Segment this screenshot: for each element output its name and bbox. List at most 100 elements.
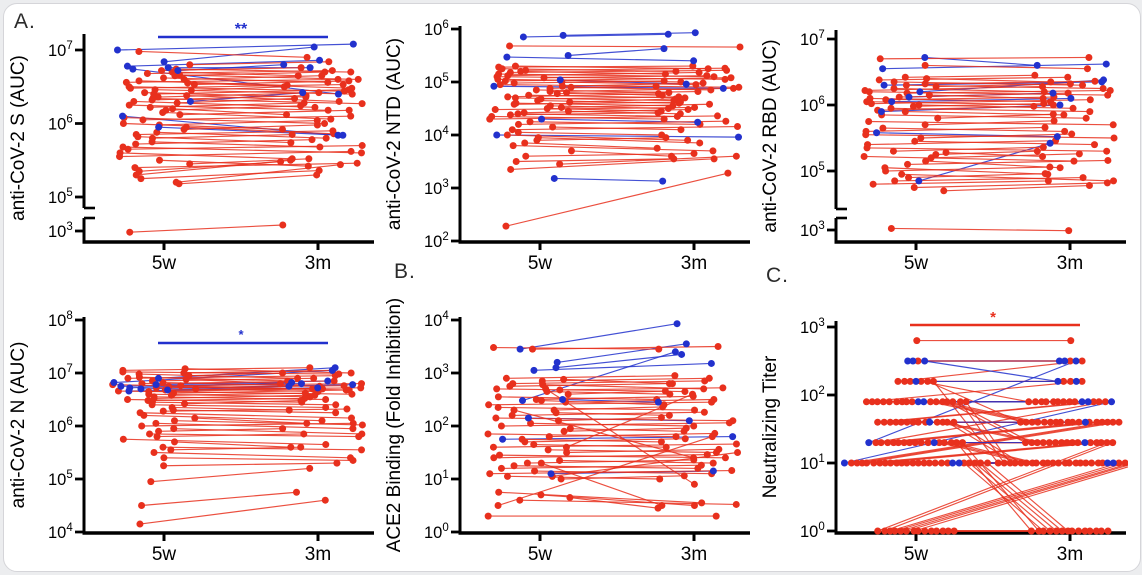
data-point xyxy=(704,451,711,458)
x-tick-label: 5w xyxy=(528,544,553,565)
data-point xyxy=(1039,83,1046,90)
data-point xyxy=(1055,460,1062,467)
data-point xyxy=(149,96,156,103)
data-point xyxy=(521,438,528,445)
data-point xyxy=(1050,111,1057,118)
data-point xyxy=(909,398,916,405)
data-point xyxy=(1047,78,1054,85)
data-point xyxy=(949,398,956,405)
data-point xyxy=(915,419,922,426)
data-point xyxy=(1067,337,1074,344)
data-point xyxy=(1104,179,1111,186)
data-point xyxy=(183,376,190,383)
data-point xyxy=(728,467,735,474)
data-point xyxy=(117,383,124,390)
data-point xyxy=(514,110,521,117)
data-point xyxy=(720,85,727,92)
data-point xyxy=(547,88,554,95)
x-tick-label: 5w xyxy=(904,544,929,565)
data-point xyxy=(503,375,510,382)
y-axis-label: anti-CoV-2 RBD (AUC) xyxy=(760,39,781,232)
data-point xyxy=(1011,460,1018,467)
data-point xyxy=(933,398,940,405)
data-point xyxy=(556,386,563,393)
data-point xyxy=(350,41,357,48)
data-point xyxy=(1069,419,1076,426)
data-point xyxy=(691,407,698,414)
data-point xyxy=(1034,148,1041,155)
data-point xyxy=(110,379,117,386)
pair-line xyxy=(557,344,686,363)
data-point xyxy=(149,401,156,408)
data-point xyxy=(517,346,524,353)
data-point xyxy=(558,104,565,111)
data-point xyxy=(568,84,575,91)
data-point xyxy=(691,150,698,157)
data-point xyxy=(880,398,887,405)
significance-label: * xyxy=(990,309,996,326)
data-point xyxy=(701,377,708,384)
data-point xyxy=(1086,108,1093,115)
data-point xyxy=(881,419,888,426)
data-point xyxy=(507,111,514,118)
data-point xyxy=(690,57,697,64)
data-point xyxy=(1067,95,1074,102)
y-tick-label: 100 xyxy=(800,521,825,541)
y-axis-label: ACE2 Binding (Fold Inhibition) xyxy=(384,298,405,553)
data-point xyxy=(158,67,165,74)
data-point xyxy=(325,107,332,114)
pair-line xyxy=(880,57,1089,58)
data-point xyxy=(913,337,920,344)
data-point xyxy=(503,54,510,61)
data-point xyxy=(1039,153,1046,160)
data-point xyxy=(525,415,532,422)
data-point xyxy=(537,491,544,498)
data-point xyxy=(724,170,731,177)
data-point xyxy=(709,433,716,440)
data-point xyxy=(493,385,500,392)
data-point xyxy=(672,68,679,75)
data-point xyxy=(1023,419,1030,426)
data-point xyxy=(862,131,869,138)
data-point xyxy=(722,118,729,125)
x-tick-label: 5w xyxy=(152,253,177,274)
data-point xyxy=(931,439,938,446)
data-point xyxy=(565,52,572,59)
pair-line xyxy=(890,463,1119,531)
data-point xyxy=(279,222,286,229)
pair-line xyxy=(925,361,1058,381)
pair-line xyxy=(541,495,694,506)
data-point xyxy=(705,65,712,72)
data-point xyxy=(287,157,294,164)
data-point xyxy=(1073,358,1080,365)
data-point xyxy=(504,473,511,480)
data-point xyxy=(874,419,881,426)
data-point xyxy=(116,153,123,160)
data-point xyxy=(555,417,562,424)
data-point xyxy=(912,439,919,446)
data-point xyxy=(698,462,705,469)
data-point xyxy=(319,417,326,424)
data-point xyxy=(140,412,147,419)
data-point xyxy=(136,77,143,84)
data-point xyxy=(921,54,928,61)
data-point xyxy=(663,444,670,451)
data-point xyxy=(916,88,923,95)
y-tick-label: 103 xyxy=(48,221,73,241)
data-point xyxy=(169,105,176,112)
data-point xyxy=(734,123,741,130)
data-point xyxy=(521,109,528,116)
data-point xyxy=(1070,105,1077,112)
data-point xyxy=(171,438,178,445)
data-point xyxy=(137,175,144,182)
data-point xyxy=(735,134,742,141)
data-point xyxy=(708,360,715,367)
data-point xyxy=(888,105,895,112)
data-point xyxy=(1098,528,1105,535)
data-point xyxy=(903,460,910,467)
data-point xyxy=(556,161,563,168)
data-point xyxy=(662,134,669,141)
data-point xyxy=(863,460,870,467)
